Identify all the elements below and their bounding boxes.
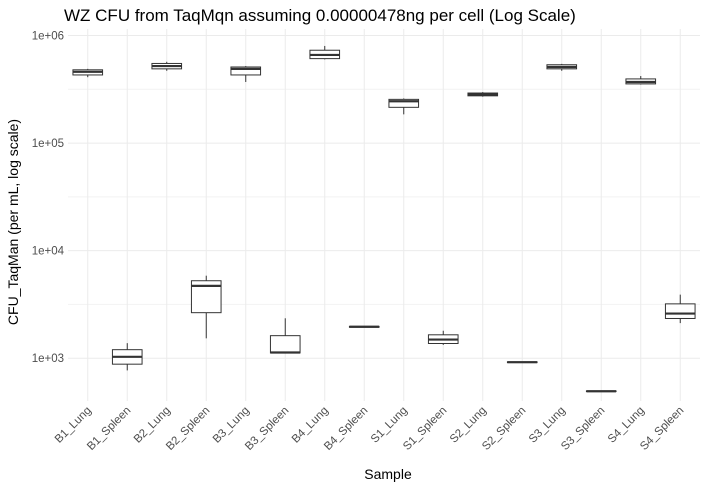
boxplots (72, 45, 696, 393)
boxplot-S2_Lung (467, 92, 499, 97)
boxplot-S4_Spleen (664, 294, 696, 324)
x-tick-label: S1_Lung (369, 405, 410, 446)
x-axis: B1_LungB1_SpleenB2_LungB2_SpleenB3_LungB… (53, 405, 687, 453)
boxplot-S3_Lung (546, 63, 578, 71)
boxplot-S1_Spleen (427, 330, 459, 345)
boxplot-B1_Spleen (111, 343, 143, 371)
boxplot-S4_Lung (625, 76, 657, 85)
x-tick-label: B3_Lung (211, 405, 252, 446)
boxplot-S1_Lung (388, 98, 420, 115)
box-iqr (388, 98, 420, 108)
box-iqr (230, 66, 262, 76)
x-axis-title: Sample (364, 466, 412, 482)
x-tick-label: S4_Lung (606, 405, 647, 446)
boxplot-B2_Spleen (190, 275, 222, 339)
boxplot-B3_Lung (230, 66, 262, 82)
y-axis-title: CFU_TaqMan (per mL, log scale) (5, 119, 21, 325)
y-tick-label: 1e+04 (32, 246, 65, 258)
chart-title: WZ CFU from TaqMqn assuming 0.00000478ng… (64, 6, 576, 25)
boxplot-B4_Lung (309, 45, 341, 60)
x-tick-label: B2_Lung (132, 405, 173, 446)
y-tick-label: 1e+05 (32, 138, 64, 150)
boxplot-B3_Spleen (269, 318, 301, 354)
boxplot-B4_Spleen (348, 325, 380, 328)
x-tick-label: B4_Lung (290, 405, 331, 446)
x-tick-label: S2_Lung (448, 405, 489, 446)
boxplot-B2_Lung (151, 61, 183, 71)
y-axis: 1e+03 1e+04 1e+05 1e+06 (32, 31, 65, 366)
y-tick-label: 1e+06 (32, 31, 64, 43)
grid (68, 29, 700, 401)
x-tick-label: B1_Lung (53, 405, 94, 446)
boxplot-S3_Spleen (585, 390, 617, 393)
boxplot-S2_Spleen (506, 361, 538, 364)
box-iqr (269, 335, 301, 354)
box-iqr (664, 303, 696, 319)
x-tick-label: S3_Lung (527, 405, 568, 446)
y-tick-label: 1e+03 (32, 353, 64, 365)
boxplot-B1_Lung (72, 68, 104, 78)
